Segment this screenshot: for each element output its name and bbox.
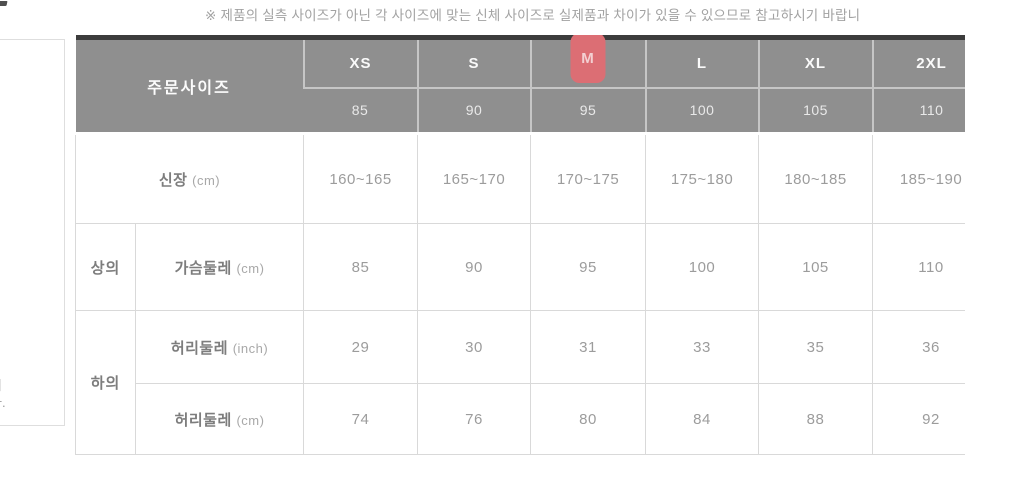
table-cell: 110 [872,223,965,311]
table-cell: 165~170 [417,133,532,224]
table-cell: 30 [417,310,532,384]
table-cell: 170~175 [530,133,647,224]
chest-label-unit: (cm) [236,260,265,276]
waist-inch-label-text: 허리둘레 [170,339,229,357]
size-num-2xl: 110 [871,86,965,135]
size-col-2xl: 2XL [871,35,965,88]
table-cell: 88 [758,383,874,455]
size-num-l: 100 [644,86,759,135]
chest-row: 상의 가슴둘레 (cm) 85 90 95 100 105 110 [75,223,965,311]
table-cell: 80 [530,383,647,455]
size-num-s: 90 [416,86,531,135]
left-panel-border [0,39,65,426]
waist-cm-row-label: 허리둘레 (cm) [134,383,305,455]
left-fragment-line2: 다. [0,395,6,410]
table-cell: 35 [758,310,874,384]
cutoff-corner-fragment [0,1,8,6]
table-cell: 76 [417,383,532,455]
size-letter-row: 주문사이즈 XS S M L XL 2XL [75,35,965,135]
waist-cm-label-text: 허리둘레 [174,411,232,429]
group-bottom-label: 하의 [75,310,136,455]
size-number-row: 85 90 95 100 105 110 [76,86,965,135]
chest-label-text: 가슴둘레 [174,259,232,277]
waist-cm-label-unit: (cm) [236,412,265,428]
height-row: 신장 (cm) 160~165 165~170 170~175 175~180 … [75,133,965,224]
table-cell: 160~165 [303,133,419,224]
order-size-header-cell: 주문사이즈 [75,35,304,135]
size-col-xl: XL [757,35,873,88]
size-num-xs: 85 [303,86,418,135]
table-cell: 36 [872,310,965,384]
size-notice-text: ※ 제품의 실측 사이즈가 아닌 각 사이즈에 맞는 신체 사이즈로 실제품과 … [205,8,861,23]
size-col-m: M [529,35,646,88]
size-col-s: S [416,35,531,88]
table-cell: 33 [645,310,760,384]
size-num-xl: 105 [757,86,873,135]
table-cell: 74 [303,383,419,455]
table-cell: 84 [645,383,760,455]
left-fragment-line1: 니 [0,378,2,393]
waist-inch-row-label: 허리둘레 (inch) [134,310,305,384]
table-cell: 90 [417,223,532,311]
height-row-label: 신장 (cm) [75,133,305,224]
waist-inch-label-unit: (inch) [232,340,269,356]
waist-inch-row: 하의 허리둘레 (inch) 29 30 31 33 35 36 [75,310,965,455]
left-text-fragment: 니다. [0,377,6,411]
height-label-unit: (cm) [192,172,221,188]
table-cell: 85 [303,223,419,311]
waist-cm-row: 허리둘레 (cm) 74 76 80 84 88 92 [76,383,965,455]
size-col-xs: XS [302,35,418,88]
table-cell: 29 [303,310,419,384]
table-cell: 95 [530,223,647,311]
table-cell: 92 [872,383,965,455]
size-chart-container: 주문사이즈 XS S M L XL 2XL 85 90 95 100 105 1… [75,35,965,455]
table-cell: 100 [645,223,760,311]
size-col-l: L [644,35,759,88]
size-num-m: 95 [529,86,646,135]
table-cell: 105 [758,223,874,311]
size-col-m-label: M [581,49,595,67]
table-cell: 175~180 [645,133,760,224]
size-chart-table: 주문사이즈 XS S M L XL 2XL 85 90 95 100 105 1… [75,35,965,455]
selected-size-highlight: M [570,35,606,83]
table-cell: 180~185 [758,133,874,224]
group-top-label: 상의 [75,223,136,311]
chest-row-label: 가슴둘레 (cm) [134,223,305,311]
height-label-text: 신장 [158,171,188,189]
table-cell: 185~190 [872,133,965,224]
table-cell: 31 [530,310,647,384]
